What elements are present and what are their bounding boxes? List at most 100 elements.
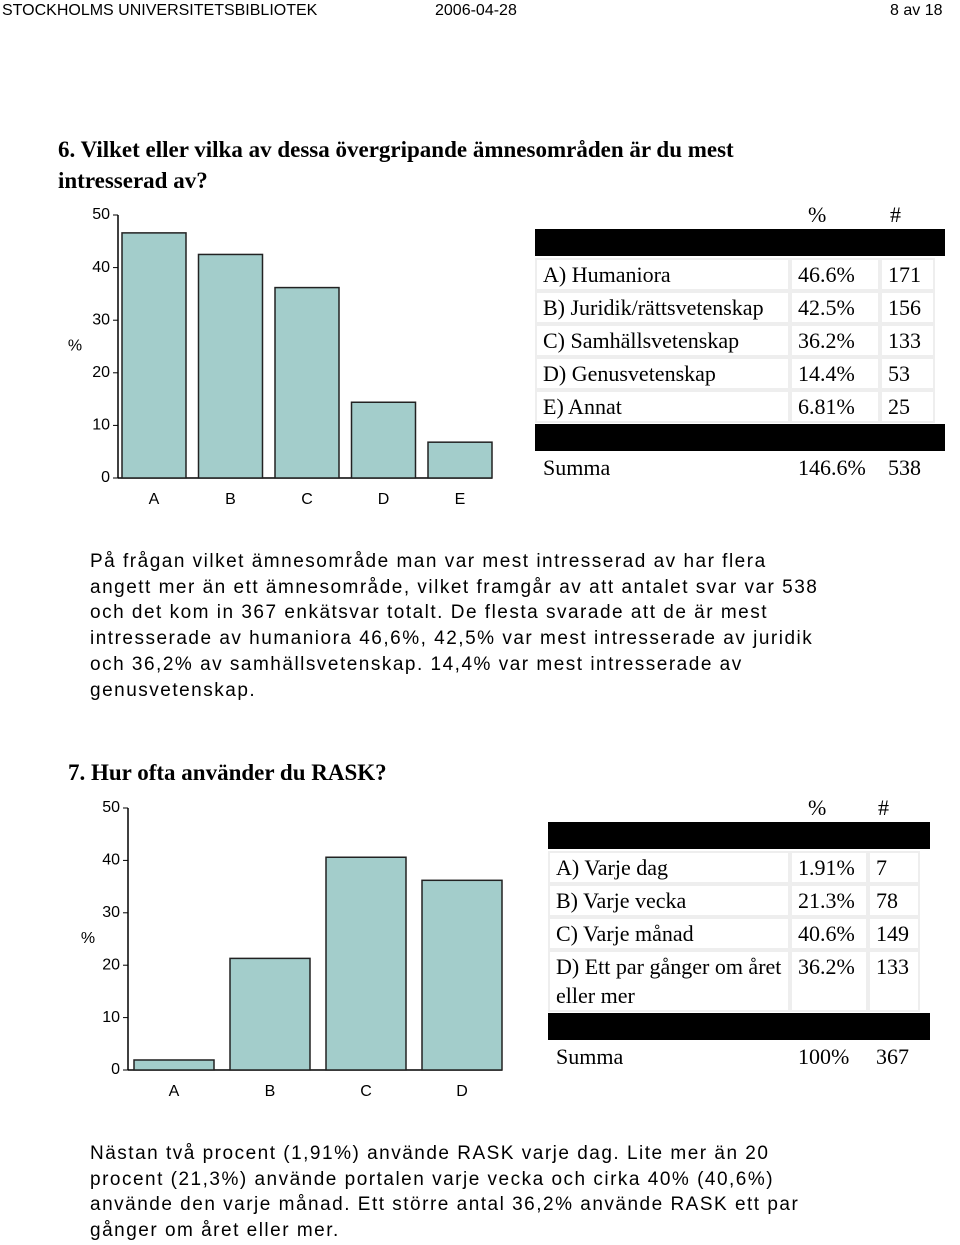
table-cell: A) Humaniora bbox=[535, 258, 790, 291]
bar bbox=[421, 879, 503, 1071]
column-header: # bbox=[890, 202, 901, 227]
table-cell: 7 bbox=[868, 851, 920, 884]
bar bbox=[350, 401, 417, 479]
bar bbox=[121, 232, 187, 479]
table-cell: 53 bbox=[880, 357, 935, 390]
paragraph-line: gånger om året eller mer. bbox=[90, 1220, 340, 1242]
x-tick-label: B bbox=[265, 1083, 276, 1100]
table-cell: 21.3% bbox=[790, 884, 868, 917]
table-cell: Summa bbox=[543, 455, 611, 480]
table-header: % # bbox=[548, 793, 930, 822]
table-cell: Summa bbox=[556, 1044, 624, 1069]
y-tick-label: 40 bbox=[92, 259, 110, 276]
separator bbox=[535, 424, 945, 451]
header-page: 8 av 18 bbox=[890, 2, 943, 19]
x-tick-label: D bbox=[456, 1083, 468, 1100]
table-cell: 100% bbox=[798, 1044, 850, 1069]
column-header: % bbox=[808, 795, 827, 820]
bar bbox=[133, 1059, 215, 1071]
table-cell: B) Varje vecka bbox=[548, 884, 790, 917]
bar bbox=[197, 253, 264, 479]
table-cell: 46.6% bbox=[790, 258, 880, 291]
paragraph-line: procent (21,3%) använde portalen varje v… bbox=[90, 1168, 775, 1190]
separator bbox=[535, 229, 945, 256]
y-tick-label: 10 bbox=[102, 1009, 120, 1026]
x-tick-label: E bbox=[455, 491, 466, 508]
x-tick-label: C bbox=[360, 1083, 372, 1100]
y-tick-label: 40 bbox=[102, 852, 120, 869]
table-cell: C) Samhällsvetenskap bbox=[535, 324, 790, 357]
table-row: C) Samhällsvetenskap 36.2% 133 bbox=[535, 324, 945, 357]
x-tick-label: A bbox=[169, 1083, 180, 1100]
table-cell: D) Ett par gånger om året eller mer bbox=[548, 950, 790, 1012]
cell bbox=[548, 793, 790, 822]
paragraph-line: angett mer än ett ämnesområde, vilket fr… bbox=[90, 576, 819, 598]
table-row: A) Varje dag 1.91% 7 bbox=[548, 851, 930, 884]
table-total: Summa 100% 367 bbox=[548, 1042, 930, 1071]
x-tick-label: C bbox=[301, 491, 313, 508]
y-tick-label: 30 bbox=[102, 904, 120, 921]
y-tick-label: 0 bbox=[101, 469, 110, 486]
paragraph-line: På frågan vilket ämnesområde man var mes… bbox=[90, 551, 767, 572]
table-cell: C) Varje månad bbox=[548, 917, 790, 950]
table-cell: 6.81% bbox=[790, 390, 880, 423]
question-title: 6. Vilket eller vilka av dessa övergripa… bbox=[58, 137, 734, 193]
table-cell: 538 bbox=[888, 455, 921, 480]
table-cell: 40.6% bbox=[790, 917, 868, 950]
table-cell: 14.4% bbox=[790, 357, 880, 390]
y-tick-label: 30 bbox=[92, 311, 110, 328]
header-left: STOCKHOLMS UNIVERSITETSBIBLIOTEK bbox=[2, 2, 318, 19]
column-header: # bbox=[878, 795, 889, 820]
table-cell: D) Genusvetenskap bbox=[535, 357, 790, 390]
table-cell: A) Varje dag bbox=[548, 851, 790, 884]
table-cell: 146.6% bbox=[798, 455, 866, 480]
bar bbox=[427, 441, 493, 479]
table-row: B) Varje vecka 21.3% 78 bbox=[548, 884, 930, 917]
table-row: B) Juridik/rättsvetenskap 42.5% 156 bbox=[535, 291, 945, 324]
bar bbox=[325, 856, 407, 1071]
cell bbox=[535, 200, 790, 229]
table-row: C) Varje månad 40.6% 149 bbox=[548, 917, 930, 950]
table-row: D) Genusvetenskap 14.4% 53 bbox=[535, 357, 945, 390]
y-tick-label: 50 bbox=[102, 799, 120, 816]
paragraph-line: använde den varje månad. Ett större anta… bbox=[90, 1194, 800, 1216]
table-cell: 36.2% bbox=[790, 950, 868, 1012]
y-axis-label: % bbox=[81, 930, 95, 947]
paragraph-line: och 36,2% av samhällsvetenskap. 14,4% va… bbox=[90, 653, 743, 675]
separator bbox=[548, 1013, 930, 1040]
column-header: % bbox=[808, 202, 827, 227]
table-cell: 42.5% bbox=[790, 291, 880, 324]
x-tick-label: A bbox=[149, 491, 160, 508]
table-total: Summa 146.6% 538 bbox=[535, 453, 945, 482]
y-tick-label: 10 bbox=[92, 417, 110, 434]
table-cell: 25 bbox=[880, 390, 935, 423]
y-axis-label: % bbox=[68, 338, 82, 355]
table-cell: B) Juridik/rättsvetenskap bbox=[535, 291, 790, 324]
table: % # A) Varje dag 1.91% 7 B) Varje vecka 21.3% 7… bbox=[548, 793, 930, 1071]
paragraph-line: intresserade av humaniora 46,6%, 42,5% v… bbox=[90, 628, 814, 650]
table-row: D) Ett par gånger om året eller mer 36.2%… bbox=[548, 950, 930, 1012]
table-cell: 78 bbox=[868, 884, 920, 917]
y-tick-label: 50 bbox=[92, 206, 110, 223]
table-cell: E) Annat bbox=[535, 390, 790, 423]
table-cell: 133 bbox=[868, 950, 920, 1012]
paragraph-line: och det kom in 367 enkätsvar totalt. De … bbox=[90, 602, 769, 624]
table: % # A) Humaniora 46.6% 171 B) Juridik/rättsve… bbox=[535, 200, 945, 482]
x-tick-label: D bbox=[378, 491, 390, 508]
table-row: A) Humaniora 46.6% 171 bbox=[535, 258, 945, 291]
table-cell: 133 bbox=[880, 324, 935, 357]
bar bbox=[229, 957, 311, 1071]
y-tick-label: 20 bbox=[92, 364, 110, 381]
bar bbox=[274, 286, 340, 479]
table-cell: 1.91% bbox=[790, 851, 868, 884]
paragraph-line: genusvetenskap. bbox=[90, 679, 257, 701]
table-cell: 367 bbox=[876, 1044, 909, 1069]
paragraph-line: Nästan två procent (1,91%) använde RASK … bbox=[90, 1143, 770, 1164]
table-row: E) Annat 6.81% 25 bbox=[535, 390, 945, 423]
table-cell: 156 bbox=[880, 291, 935, 324]
separator bbox=[548, 822, 930, 849]
y-tick-label: 0 bbox=[111, 1061, 120, 1078]
table-cell: 149 bbox=[868, 917, 920, 950]
